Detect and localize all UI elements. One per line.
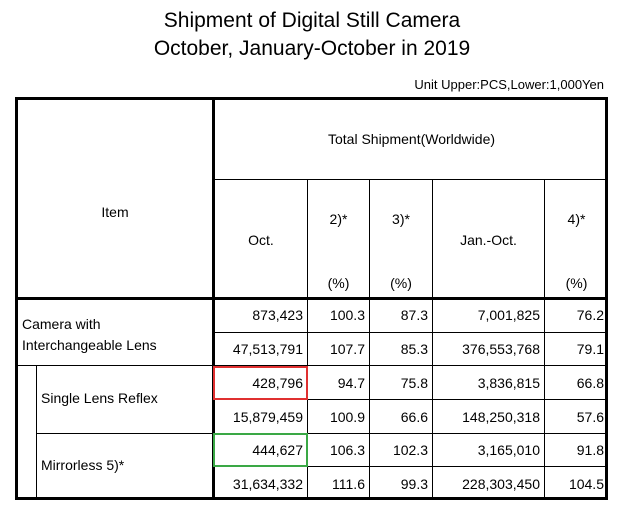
divider xyxy=(369,180,370,500)
cell-pct4: 104.5 xyxy=(568,476,604,492)
cell-pct3: 99.3 xyxy=(400,476,428,492)
header-bottom-rule xyxy=(18,297,608,300)
cell-janoct: 228,303,450 xyxy=(462,476,540,492)
header-total-shipment: Total Shipment(Worldwide) xyxy=(327,131,496,147)
cell-janoct: 7,001,825 xyxy=(477,307,540,323)
header-col3-unit: (%) xyxy=(390,275,412,291)
divider xyxy=(212,399,608,400)
cell-pct4: 57.6 xyxy=(576,409,604,425)
header-col4-note: 4)* xyxy=(567,211,586,227)
cell-janoct: 148,250,318 xyxy=(462,409,540,425)
divider xyxy=(212,332,608,333)
divider xyxy=(36,366,37,500)
cell-pct3: 75.8 xyxy=(400,375,428,391)
row-label-mirrorless: Mirrorless 5)* xyxy=(41,457,125,473)
cell-pct4: 66.8 xyxy=(576,375,604,391)
header-oct: Oct. xyxy=(248,232,274,248)
cell-pct2: 107.7 xyxy=(329,341,365,357)
cell-pct3: 85.3 xyxy=(400,341,428,357)
shipment-table: Item Total Shipment(Worldwide) Oct. 2)* … xyxy=(15,97,608,500)
header-col2-unit: (%) xyxy=(327,275,350,291)
cell-pct4: 79.1 xyxy=(576,341,604,357)
cell-pct4: 91.8 xyxy=(576,442,604,458)
cell-pct2: 94.7 xyxy=(337,375,365,391)
cell-pct2: 111.6 xyxy=(332,476,365,492)
row-label-slr: Single Lens Reflex xyxy=(41,390,158,406)
highlight-red-box xyxy=(213,366,308,400)
cell-janoct: 3,165,010 xyxy=(477,442,540,458)
divider xyxy=(307,180,308,500)
cell-oct: 444,627 xyxy=(252,442,303,458)
cell-pct3: 66.6 xyxy=(400,409,428,425)
divider xyxy=(432,180,433,500)
page-title: Shipment of Digital Still Camera xyxy=(163,9,461,32)
cell-oct: 428,796 xyxy=(252,375,303,391)
header-col2-note: 2)* xyxy=(329,211,348,227)
cell-pct3: 102.3 xyxy=(392,442,428,458)
header-col4-unit: (%) xyxy=(565,275,588,291)
cell-oct: 873,423 xyxy=(252,307,303,323)
divider xyxy=(36,433,608,434)
cell-pct2: 100.3 xyxy=(329,307,365,323)
cell-oct: 31,634,332 xyxy=(232,476,303,492)
highlight-green-box xyxy=(213,433,308,467)
header-janoct: Jan.-Oct. xyxy=(460,232,517,248)
cell-janoct: 376,553,768 xyxy=(462,341,540,357)
cell-janoct: 3,836,815 xyxy=(477,375,540,391)
divider xyxy=(544,180,545,500)
cell-oct: 47,513,791 xyxy=(232,341,303,357)
cell-pct2: 100.9 xyxy=(329,409,365,425)
cell-pct4: 76.2 xyxy=(576,307,604,323)
row-label-camera-2: Interchangeable Lens xyxy=(22,337,157,353)
cell-oct: 15,879,459 xyxy=(232,409,303,425)
header-item: Item xyxy=(101,204,129,220)
divider xyxy=(18,365,608,366)
unit-note: Unit Upper:PCS,Lower:1,000Yen xyxy=(414,77,604,92)
page-subtitle: October, January-October in 2019 xyxy=(153,37,471,60)
cell-pct3: 87.3 xyxy=(400,307,428,323)
item-column-rule xyxy=(212,100,215,500)
header-col3-note: 3)* xyxy=(392,211,410,227)
cell-pct2: 106.3 xyxy=(329,442,365,458)
divider xyxy=(212,179,608,180)
divider xyxy=(212,466,608,467)
row-label-camera: Camera with xyxy=(22,316,101,332)
